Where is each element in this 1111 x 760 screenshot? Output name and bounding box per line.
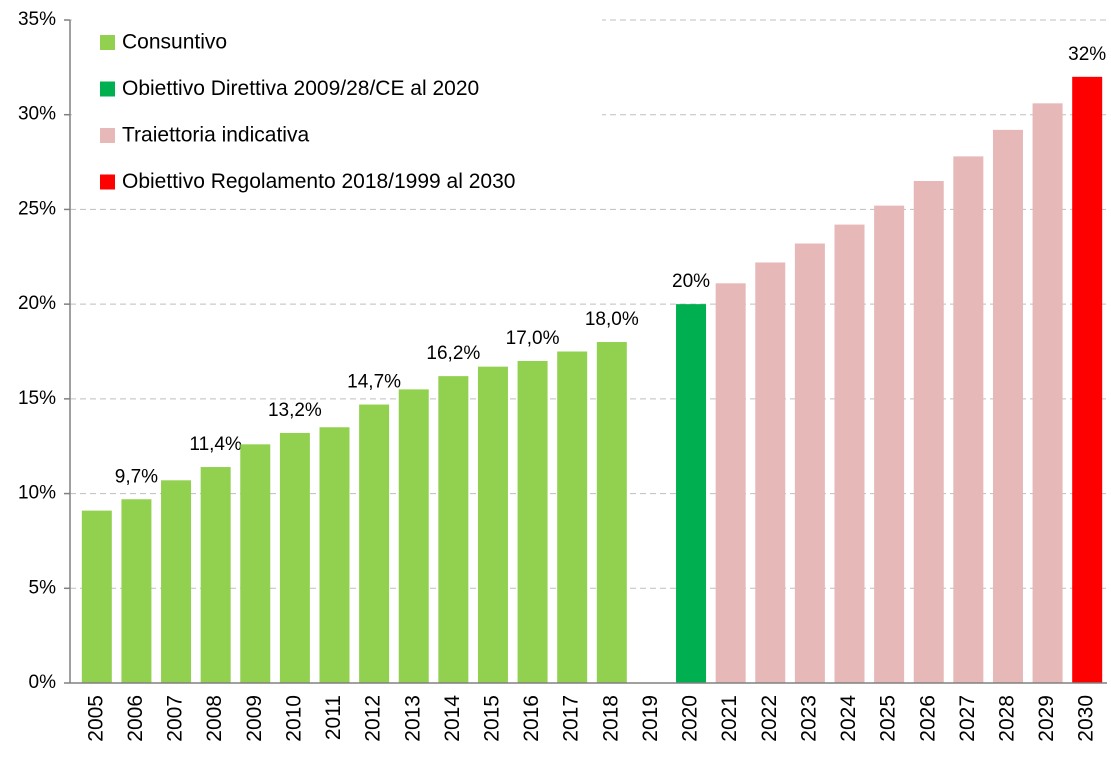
x-tick-label: 2007 — [164, 695, 187, 742]
x-tick-label: 2013 — [401, 695, 424, 742]
data-label: 16,2% — [426, 343, 480, 364]
x-tick-label: 2005 — [84, 695, 107, 742]
legend-background — [72, 12, 602, 202]
y-tick-label: 0% — [29, 672, 57, 693]
legend-label: Consuntivo — [122, 31, 227, 54]
bar — [953, 156, 984, 684]
bar — [438, 376, 469, 683]
x-tick-label: 2029 — [1035, 695, 1058, 742]
bar — [755, 262, 786, 683]
legend-swatch — [100, 35, 115, 50]
bar — [81, 510, 112, 683]
data-label: 18,0% — [585, 309, 639, 330]
x-tick-label: 2014 — [441, 695, 464, 742]
bar — [715, 283, 746, 683]
x-tick-label: 2027 — [956, 695, 979, 742]
bar — [517, 360, 548, 683]
x-tick-label: 2016 — [520, 695, 543, 742]
bar — [596, 342, 627, 683]
y-tick-label: 10% — [18, 483, 56, 504]
x-tick-label: 2017 — [560, 695, 583, 742]
bar — [121, 499, 152, 683]
x-tick-label: 2020 — [679, 695, 702, 742]
x-tick-label: 2028 — [996, 695, 1019, 742]
legend-label: Obiettivo Direttiva 2009/28/CE al 2020 — [122, 77, 479, 100]
bar — [992, 129, 1023, 683]
bar — [161, 480, 192, 683]
x-tick-label: 2015 — [481, 695, 504, 742]
data-label: 20% — [672, 271, 710, 292]
bar — [1032, 103, 1063, 683]
bar — [319, 427, 350, 683]
legend-swatch — [100, 81, 115, 97]
x-tick-label: 2009 — [243, 695, 266, 742]
bar — [834, 224, 865, 683]
bar — [1072, 76, 1103, 684]
bar — [279, 432, 310, 683]
x-tick-label: 2010 — [282, 695, 305, 742]
x-tick-label: 2021 — [718, 695, 741, 742]
bar — [913, 181, 944, 683]
data-label: 14,7% — [347, 372, 401, 393]
x-tick-label: 2011 — [322, 695, 345, 740]
y-tick-label: 5% — [29, 577, 57, 598]
bar — [200, 467, 231, 683]
bar — [874, 205, 905, 683]
x-tick-label: 2006 — [124, 695, 147, 742]
data-label: 17,0% — [506, 328, 560, 349]
x-tick-label: 2030 — [1075, 695, 1098, 742]
y-tick-label: 20% — [18, 293, 56, 314]
x-tick-label: 2025 — [877, 695, 900, 742]
legend-swatch — [100, 128, 115, 143]
data-label: 9,7% — [115, 466, 158, 487]
bar — [794, 243, 825, 684]
legend-swatch — [100, 174, 115, 190]
bar — [676, 304, 707, 683]
bar — [398, 389, 429, 683]
bar — [557, 351, 588, 683]
legend-label: Traiettoria indicativa — [122, 124, 309, 147]
legend-label: Obiettivo Regolamento 2018/1999 al 2030 — [122, 170, 515, 193]
bar — [477, 366, 508, 683]
x-tick-label: 2023 — [797, 695, 820, 742]
x-tick-label: 2012 — [362, 695, 385, 742]
x-tick-label: 2026 — [916, 695, 939, 742]
x-tick-label: 2018 — [599, 695, 622, 742]
y-tick-label: 35% — [18, 9, 56, 30]
x-tick-label: 2008 — [203, 695, 226, 742]
data-label: 32% — [1068, 44, 1106, 65]
data-label: 11,4% — [189, 434, 242, 455]
y-tick-label: 25% — [18, 198, 56, 219]
y-tick-label: 30% — [18, 104, 56, 125]
x-tick-label: 2024 — [837, 695, 860, 742]
data-label: 13,2% — [268, 400, 322, 421]
x-tick-label: 2022 — [758, 695, 781, 742]
bar — [240, 444, 271, 683]
bar — [359, 404, 390, 683]
x-tick-label: 2019 — [639, 695, 662, 742]
y-tick-label: 15% — [18, 388, 56, 409]
